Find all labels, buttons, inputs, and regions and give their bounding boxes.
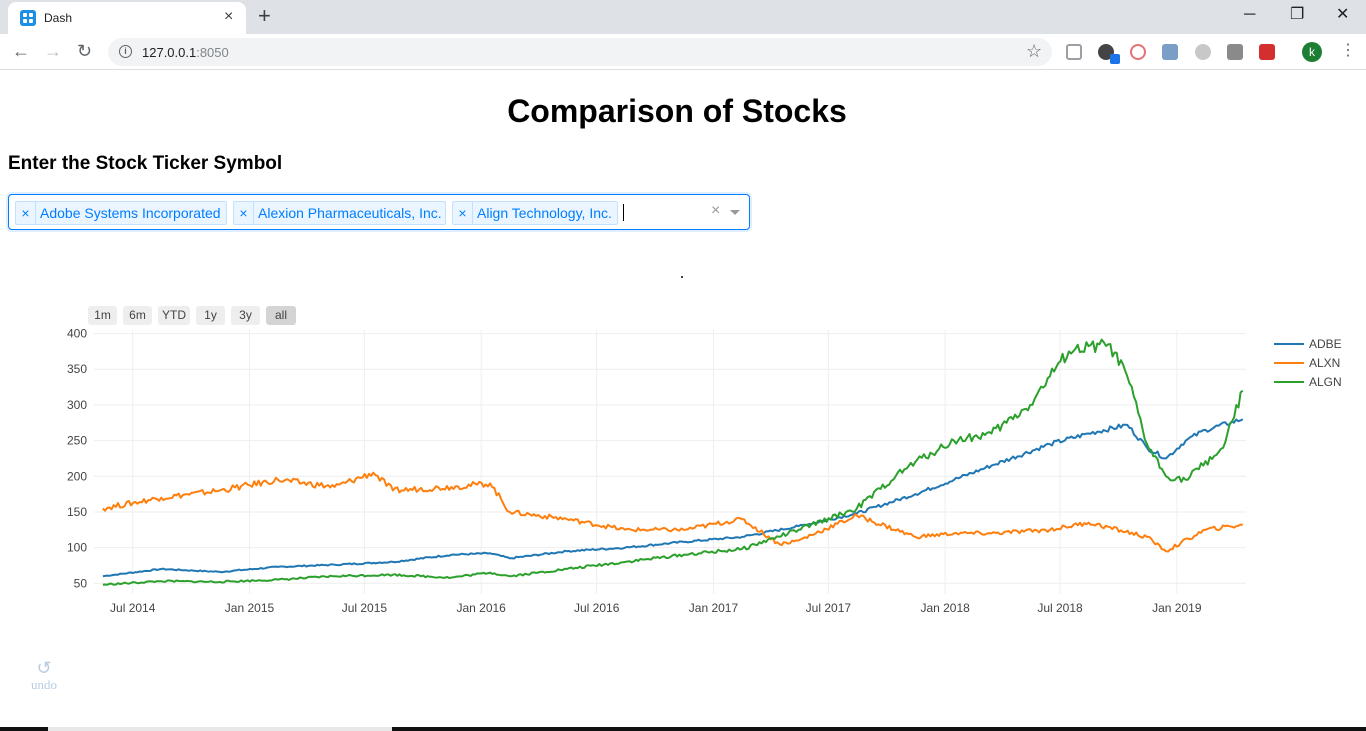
series-line-algn	[102, 338, 1244, 586]
url-host: 127.0.0.1	[142, 45, 197, 60]
x-tick-label: Jan 2016	[456, 601, 506, 615]
info-icon[interactable]: i	[119, 45, 132, 58]
x-tick-label: Jan 2015	[225, 601, 275, 615]
series-line-adbe	[102, 418, 1244, 578]
extension-block-icon[interactable]	[1130, 44, 1146, 60]
taskbar-app[interactable]	[48, 727, 392, 731]
dash-app: Comparison of Stocks Enter the Stock Tic…	[0, 71, 1366, 727]
browser-toolbar: ← → ↻ i 127.0.0.1:8050 ☆ k ⋮	[0, 34, 1366, 70]
extension-cube-icon[interactable]	[1066, 44, 1082, 60]
range-button-1m[interactable]: 1m	[88, 306, 117, 325]
y-tick-label: 250	[67, 434, 87, 448]
chip-label: Adobe Systems Incorporated	[40, 205, 221, 221]
browser-tab[interactable]: Dash ×	[8, 2, 246, 34]
extension-pdf-icon[interactable]	[1259, 44, 1275, 60]
browser-menu-icon[interactable]: ⋮	[1340, 42, 1356, 59]
x-tick-label: Jul 2016	[574, 601, 620, 615]
legend-label-algn: ALGN	[1309, 375, 1342, 389]
selected-ticker-chip: × Adobe Systems Incorporated	[15, 201, 227, 225]
x-tick-label: Jul 2017	[806, 601, 852, 615]
taskbar	[0, 727, 1366, 731]
tab-strip: Dash × + ─ ❐ ✕	[0, 0, 1366, 34]
remove-chip-icon[interactable]: ×	[234, 202, 254, 224]
stock-line-chart[interactable]: Jul 2014 Jan 2015 Jul 2015 Jan 2016 Jul 2016…	[0, 71, 1366, 631]
range-button-6m[interactable]: 6m	[123, 306, 152, 325]
tab-title: Dash	[44, 11, 73, 25]
text-cursor	[623, 204, 624, 221]
y-tick-label: 150	[67, 505, 87, 519]
undo-label: undo	[31, 677, 57, 692]
remove-chip-icon[interactable]: ×	[16, 202, 36, 224]
page-title: Comparison of Stocks	[507, 93, 847, 129]
range-button-ytd[interactable]: YTD	[158, 306, 190, 325]
extension-chat-icon[interactable]	[1227, 44, 1243, 60]
y-tick-label: 200	[67, 469, 87, 483]
url-text: 127.0.0.1:8050	[142, 45, 229, 60]
profile-avatar[interactable]: k	[1302, 42, 1322, 62]
y-tick-label: 50	[74, 576, 88, 590]
range-button-1y[interactable]: 1y	[196, 306, 225, 325]
chip-label: Alexion Pharmaceuticals, Inc.	[258, 205, 442, 221]
x-tick-label: Jan 2019	[1152, 601, 1202, 615]
ticker-heading: Enter the Stock Ticker Symbol	[8, 153, 283, 174]
x-tick-label: Jul 2014	[110, 601, 156, 615]
range-button-all[interactable]: all	[266, 306, 296, 325]
back-icon[interactable]: ←	[12, 41, 30, 61]
x-tick-label: Jan 2018	[920, 601, 970, 615]
ticker-multiselect[interactable]: × Adobe Systems Incorporated × Alexion P…	[8, 194, 750, 230]
legend-label-alxn: ALXN	[1309, 356, 1340, 370]
extension-image-icon[interactable]	[1162, 44, 1178, 60]
extension-badge-icon	[1110, 54, 1120, 64]
restore-icon[interactable]: ❐	[1290, 6, 1305, 23]
range-button-3y[interactable]: 3y	[231, 306, 260, 325]
series-line-alxn	[102, 471, 1243, 553]
undo-button[interactable]: ↺ undo	[28, 659, 60, 693]
extension-circle-icon[interactable]	[1195, 44, 1211, 60]
x-tick-label: Jul 2015	[342, 601, 388, 615]
bookmark-star-icon[interactable]: ☆	[1026, 41, 1043, 61]
close-window-icon[interactable]: ✕	[1336, 6, 1350, 23]
chip-label: Align Technology, Inc.	[477, 205, 612, 221]
undo-icon: ↺	[36, 658, 52, 678]
minimize-icon[interactable]: ─	[1244, 6, 1256, 23]
address-bar[interactable]: i 127.0.0.1:8050 ☆	[108, 38, 1052, 66]
forward-icon[interactable]: →	[44, 41, 62, 61]
tab-close-icon[interactable]: ×	[224, 8, 234, 25]
url-port: :8050	[196, 45, 229, 60]
selected-ticker-chip: × Alexion Pharmaceuticals, Inc.	[233, 201, 446, 225]
y-tick-label: 100	[67, 541, 87, 555]
reload-icon[interactable]: ↻	[77, 41, 93, 61]
selected-ticker-chip: × Align Technology, Inc.	[452, 201, 618, 225]
y-tick-label: 300	[67, 398, 87, 412]
y-tick-label: 350	[67, 362, 87, 376]
clear-all-icon[interactable]: ×	[711, 202, 721, 219]
loading-dot	[681, 276, 683, 278]
remove-chip-icon[interactable]: ×	[453, 202, 473, 224]
dash-favicon-icon	[20, 10, 36, 26]
new-tab-icon[interactable]: +	[258, 3, 271, 28]
x-tick-label: Jul 2018	[1037, 601, 1083, 615]
x-tick-label: Jan 2017	[689, 601, 739, 615]
y-tick-label: 400	[67, 327, 87, 341]
dropdown-arrow-icon[interactable]	[730, 210, 740, 215]
legend-label-adbe: ADBE	[1309, 337, 1342, 351]
